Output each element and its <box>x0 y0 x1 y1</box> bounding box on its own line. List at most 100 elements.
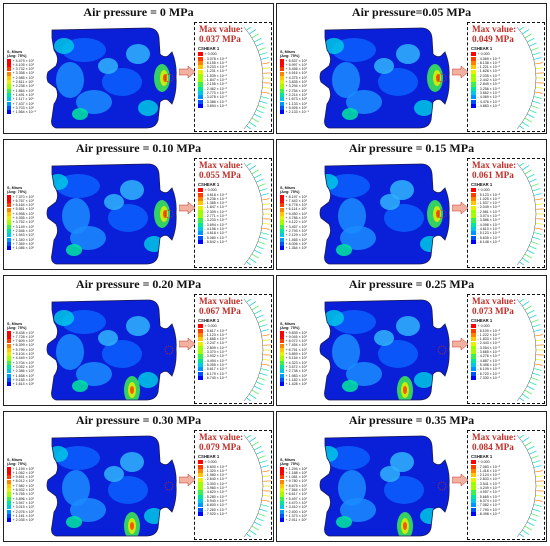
smises-legend-entry: + 5.154 × 10¹ <box>280 356 322 361</box>
smises-legend-entry: + 4.786 × 10¹ <box>280 216 322 221</box>
cshear-legend-value: - 2.771 × 10⁻² <box>204 214 227 219</box>
color-swatch <box>471 103 476 109</box>
max-value-label: Max value: 0.055 MPa <box>199 160 243 180</box>
zoom-inset: Max value: 0.079 MPa CSHEAR 1 + 0.000- 6.60… <box>194 430 272 540</box>
color-swatch <box>471 91 476 96</box>
max-value-caption: Max value: <box>472 432 517 442</box>
cshear-legend-entry: - 6.600 × 10⁻² <box>198 503 240 508</box>
color-swatch <box>198 486 203 491</box>
smises-legend-entry: + 6.932 × 10¹ <box>7 488 49 493</box>
cshear-legend-entry: - 3.256 × 10⁻² <box>471 87 513 91</box>
color-swatch <box>7 194 11 199</box>
smises-legend-value: + 1.159 × 10² <box>12 466 34 471</box>
smises-legend-entry: + 5.450 × 10¹ <box>280 212 322 216</box>
max-value-label: Max value: 0.037 MPa <box>199 24 243 44</box>
color-swatch <box>198 341 203 346</box>
contour-model-image <box>46 299 177 401</box>
smises-legend-value: + 5.154 × 10¹ <box>285 356 307 361</box>
contact-shear-arc-image <box>243 299 271 401</box>
cshear-legend-value: - 5.617 × 10⁻³ <box>204 328 227 333</box>
smises-legend-entry: + 2.911 × 10⁰ <box>280 518 322 523</box>
cshear-legend-entry: - 3.665 × 10⁻² <box>471 350 513 355</box>
smises-legend-entry: + 2.129 × 10¹ <box>280 233 322 238</box>
smises-legend-value: + 6.778 × 10¹ <box>285 203 307 208</box>
color-swatch <box>7 488 11 493</box>
smises-legend-value: + 5.561 × 10¹ <box>12 207 34 212</box>
color-swatch <box>471 218 476 223</box>
cshear-legend-entry: + 0.000 <box>198 188 240 193</box>
cshear-legend-value: - 3.078 × 10⁻² <box>204 95 227 100</box>
cshear-legend-value: - 1.385 × 10⁻² <box>204 201 227 206</box>
color-swatch <box>198 205 203 210</box>
smises-legend-entry: + 5.497 × 10¹ <box>280 497 322 501</box>
color-swatch <box>198 490 203 495</box>
smises-legend-entry: + 8.012 × 10¹ <box>7 479 49 484</box>
contour-model-image <box>46 163 177 265</box>
max-value-number: 0.037 MPa <box>199 34 241 44</box>
color-swatch <box>471 337 476 342</box>
color-swatch <box>7 505 11 510</box>
smises-legend-value: + 3.457 × 10¹ <box>285 224 307 229</box>
color-swatch <box>198 73 203 78</box>
smises-legend-entry: + 9.839 × 10¹ <box>280 331 322 335</box>
smises-legend-entry: + 2.793 × 10¹ <box>280 229 322 234</box>
cshear-legend-value: - 4.887 × 10⁻² <box>477 358 500 363</box>
zoom-arrow-icon <box>179 474 195 486</box>
color-swatch <box>471 481 476 486</box>
color-swatch <box>280 216 284 221</box>
cshear-legend-value: - 1.025 × 10⁻² <box>477 196 500 201</box>
color-swatch <box>280 62 284 68</box>
color-swatch <box>198 468 203 474</box>
color-swatch <box>471 511 476 517</box>
smises-legend-value: + 2.400 × 10¹ <box>285 509 307 514</box>
color-swatch <box>280 88 284 93</box>
max-value-number: 0.049 MPa <box>472 34 514 44</box>
smises-legend-value: + 3.015 × 10¹ <box>12 505 34 510</box>
color-swatch <box>198 235 203 240</box>
smises-legend-value: + 7.609 × 10¹ <box>12 339 34 344</box>
smises-legend-value: + 2.129 × 10¹ <box>285 233 307 238</box>
max-value-number: 0.055 MPa <box>199 170 241 180</box>
color-swatch <box>280 496 284 501</box>
color-swatch <box>280 101 284 106</box>
cshear-legend-entry: - 1.221 × 10⁻² <box>471 65 513 70</box>
cshear-legend-value: - 3.054 × 10⁻² <box>477 345 500 350</box>
cshear-legend-entry: - 3.932 × 10⁻² <box>198 354 240 359</box>
color-swatch <box>7 80 11 85</box>
color-swatch <box>198 56 203 61</box>
smises-legend-value: + 2.238 × 10¹ <box>12 84 34 89</box>
cshear-legend-entry: - 4.610 × 10⁻² <box>471 227 513 232</box>
smises-legend-entry: + 1.364 × 10⁰ <box>280 246 322 251</box>
zoom-inset: Max value: 0.067 MPa CSHEAR 1 + 0.000- 5.61… <box>194 294 272 404</box>
smises-legend-entry: + 4.916 × 10¹ <box>280 71 322 76</box>
smises-legend-entry: + 4.323 × 10¹ <box>280 361 322 365</box>
color-swatch <box>280 246 284 251</box>
color-swatch <box>471 464 476 469</box>
cshear-legend-value: - 3.370 × 10⁻² <box>204 350 227 355</box>
cshear-legend-value: - 2.124 × 10⁻² <box>477 473 500 478</box>
smises-legend-value: + 2.911 × 10⁰ <box>285 518 307 523</box>
smises-legend-value: + 1.062 × 10² <box>12 470 34 475</box>
smises-legend-value: + 8.197 × 10¹ <box>285 194 307 199</box>
smises-legend-value: + 1.373 × 10¹ <box>285 513 307 518</box>
smises-legend-title: (Avg: 75%) <box>280 54 300 59</box>
smises-legend-value: + 1.491 × 10¹ <box>12 92 34 97</box>
cshear-legend-value: - 6.148 × 10⁻² <box>477 239 500 244</box>
cshear-legend-entry: - 2.640 × 10⁻² <box>198 477 240 482</box>
smises-legend-entry: + 1.062 × 10² <box>7 470 49 476</box>
color-swatch <box>198 82 203 87</box>
cshear-legend-value: - 1.628 × 10⁻² <box>477 69 500 74</box>
color-swatch <box>280 58 284 63</box>
color-swatch <box>280 241 284 247</box>
color-swatch <box>198 375 203 381</box>
color-swatch <box>7 373 11 378</box>
cshear-legend-value: - 2.561 × 10⁻² <box>477 209 500 214</box>
cshear-legend-value: - 2.155 × 10⁻² <box>204 82 227 87</box>
cshear-legend-entry: - 6.148 × 10⁻² <box>471 239 513 245</box>
smises-legend-value: + 1.182 × 10¹ <box>285 377 307 382</box>
smises-legend-title: S, Mises <box>280 322 296 326</box>
color-swatch <box>7 229 11 234</box>
smises-legend-entry: + 3.947 × 10¹ <box>7 501 49 506</box>
color-swatch <box>471 99 476 104</box>
cshear-legend-value: - 5.542 × 10⁻² <box>204 239 227 244</box>
